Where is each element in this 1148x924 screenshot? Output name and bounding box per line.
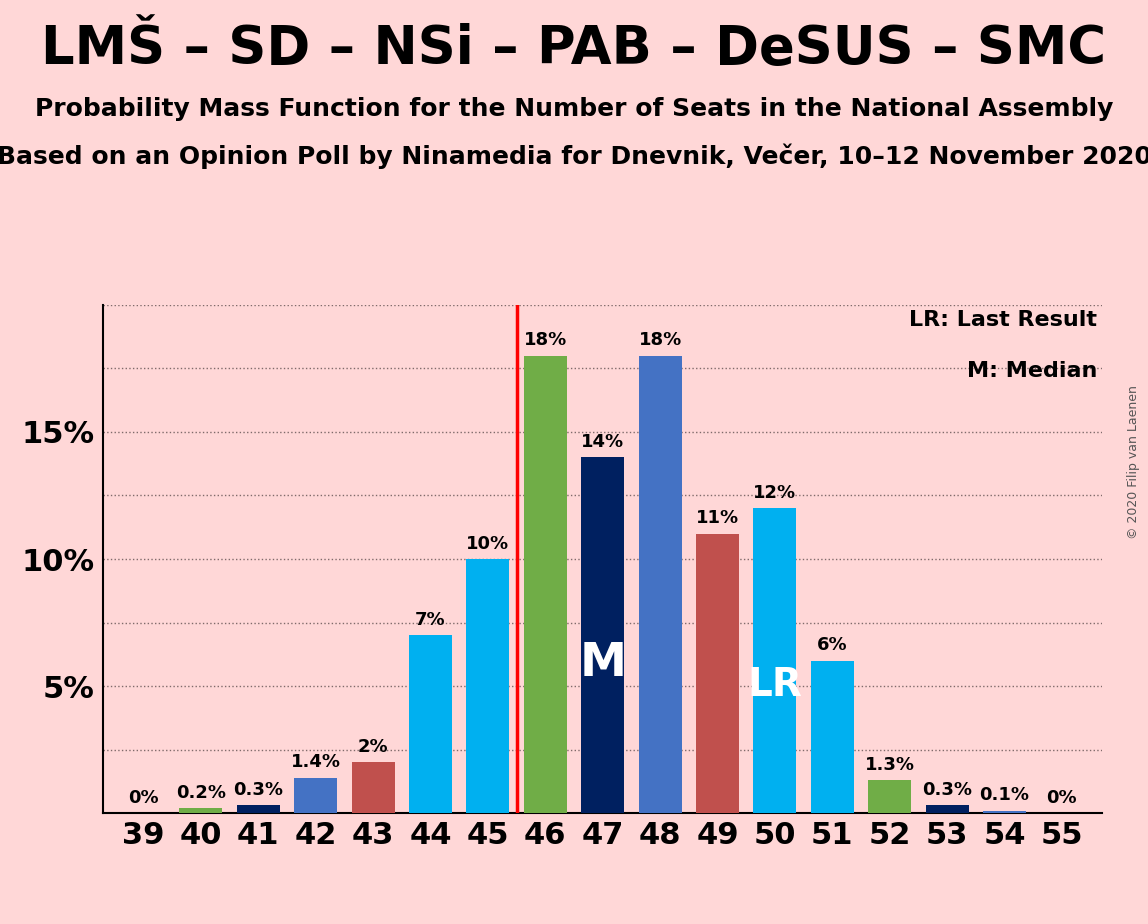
Bar xyxy=(638,356,682,813)
Text: 6%: 6% xyxy=(817,637,847,654)
Text: LMŠ – SD – NSi – PAB – DeSUS – SMC: LMŠ – SD – NSi – PAB – DeSUS – SMC xyxy=(41,23,1107,75)
Bar xyxy=(466,559,510,813)
Bar xyxy=(810,661,854,813)
Text: 18%: 18% xyxy=(523,332,567,349)
Bar xyxy=(523,356,567,813)
Text: © 2020 Filip van Laenen: © 2020 Filip van Laenen xyxy=(1127,385,1140,539)
Text: 0%: 0% xyxy=(129,789,158,807)
Text: 0.1%: 0.1% xyxy=(979,786,1030,804)
Text: LR: Last Result: LR: Last Result xyxy=(909,310,1097,330)
Text: M: Median: M: Median xyxy=(967,360,1097,381)
Text: 12%: 12% xyxy=(753,484,797,502)
Text: 7%: 7% xyxy=(416,611,445,629)
Text: Probability Mass Function for the Number of Seats in the National Assembly: Probability Mass Function for the Number… xyxy=(34,97,1114,121)
Text: 0.3%: 0.3% xyxy=(233,781,284,799)
Bar xyxy=(236,806,280,813)
Text: 18%: 18% xyxy=(638,332,682,349)
Text: 14%: 14% xyxy=(581,433,625,451)
Text: LR: LR xyxy=(747,666,802,704)
Bar xyxy=(925,806,969,813)
Text: 0%: 0% xyxy=(1047,789,1077,807)
Text: 10%: 10% xyxy=(466,535,510,553)
Text: 0.3%: 0.3% xyxy=(922,781,972,799)
Bar xyxy=(409,636,452,813)
Bar xyxy=(581,457,625,813)
Bar xyxy=(294,778,338,813)
Bar xyxy=(179,808,223,813)
Text: 1.3%: 1.3% xyxy=(864,756,915,773)
Bar xyxy=(868,780,912,813)
Bar xyxy=(753,508,797,813)
Text: M: M xyxy=(580,641,626,687)
Text: 11%: 11% xyxy=(696,509,739,528)
Bar xyxy=(696,533,739,813)
Text: Based on an Opinion Poll by Ninamedia for Dnevnik, Večer, 10–12 November 2020: Based on an Opinion Poll by Ninamedia fo… xyxy=(0,143,1148,169)
Bar xyxy=(351,762,395,813)
Text: 1.4%: 1.4% xyxy=(290,753,341,772)
Text: 2%: 2% xyxy=(358,738,388,756)
Bar xyxy=(983,810,1026,813)
Text: 0.2%: 0.2% xyxy=(176,784,226,802)
